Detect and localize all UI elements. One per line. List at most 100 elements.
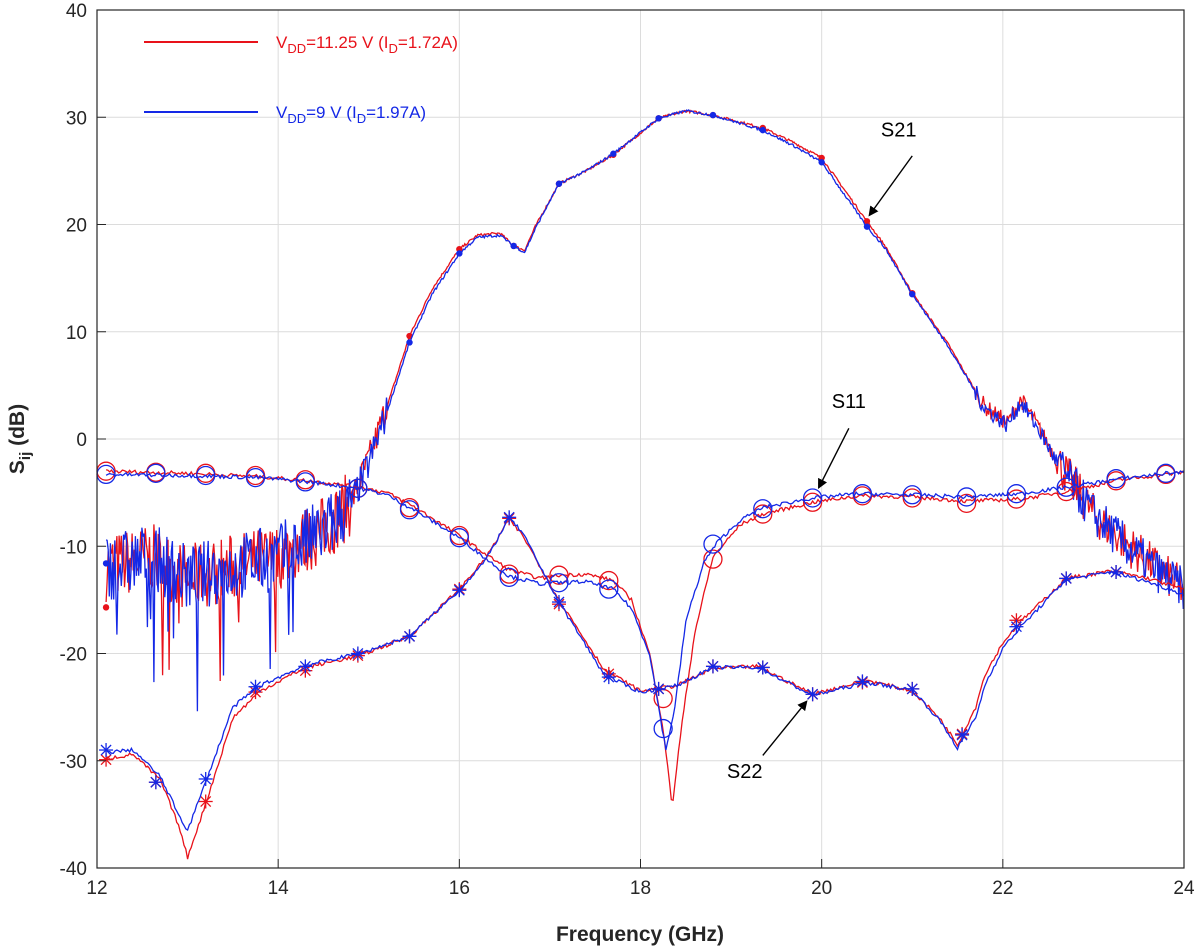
s21-marker — [456, 250, 463, 257]
star-stroke — [404, 630, 416, 642]
s11-marker — [549, 573, 569, 593]
star-stroke — [1110, 566, 1122, 578]
s11-marker — [802, 492, 823, 512]
s22-marker — [502, 510, 517, 525]
star-stroke — [1060, 572, 1072, 584]
s11-marker — [902, 485, 922, 505]
s11-marker — [1106, 469, 1126, 489]
s11-marker — [1156, 463, 1176, 483]
star-stroke — [503, 511, 515, 523]
s22-marker — [402, 629, 417, 644]
s11-marker — [802, 488, 823, 508]
legend-label-part: =9 V (I — [306, 103, 357, 122]
star-stroke — [553, 596, 565, 608]
star-stroke — [352, 648, 364, 659]
s22-marker — [955, 728, 970, 743]
star-stroke — [100, 744, 112, 756]
y-tick-label: -30 — [60, 752, 87, 773]
s11-marker — [196, 465, 216, 486]
s11-marker — [852, 484, 873, 504]
s11-marker — [1006, 484, 1027, 504]
s22-marker — [99, 743, 114, 758]
legend-label-part: D — [357, 111, 366, 126]
legend-label: VDD=11.25 V (ID=1.72A) — [276, 33, 458, 56]
legend-label-part: =11.25 V (I — [306, 33, 388, 52]
plot-area — [96, 109, 1185, 860]
s22-marker — [298, 659, 313, 674]
s22-marker — [601, 670, 616, 685]
annotation-arrow — [868, 155, 913, 217]
x-tick-label: 16 — [449, 878, 470, 899]
legend-label-part: DD — [287, 41, 306, 56]
y-tick-label: -20 — [60, 645, 87, 666]
s21-marker — [406, 339, 413, 346]
legend-label-part: V — [276, 103, 288, 122]
s21-marker — [655, 115, 662, 122]
s22-marker — [755, 660, 770, 675]
grid — [96, 9, 1185, 869]
s22-marker — [350, 646, 365, 661]
annotation-arrow — [818, 427, 850, 490]
series-line-s11 — [105, 469, 1185, 802]
s11-marker — [653, 718, 673, 739]
s22-marker — [148, 775, 163, 790]
x-tick-label: 12 — [86, 878, 107, 899]
x-tick-label: 24 — [1173, 878, 1195, 899]
s21-marker — [709, 111, 717, 119]
y-tick-label: 10 — [66, 323, 87, 344]
star-stroke — [250, 681, 262, 693]
s21-marker — [759, 126, 766, 134]
annotation-label-s21: S21 — [881, 120, 917, 142]
y-tick-label: 30 — [66, 108, 87, 129]
s11-marker — [245, 467, 266, 488]
s21-marker — [510, 242, 517, 250]
y-tick-label: 40 — [66, 1, 87, 22]
s22-marker — [805, 687, 820, 702]
legend-label: VDD=9 V (ID=1.97A) — [276, 103, 426, 126]
legend-label-part: =1.72A) — [398, 33, 458, 52]
x-tick-label: 22 — [992, 878, 1013, 899]
s11-marker — [146, 463, 166, 483]
annotation-label-s11: S11 — [832, 391, 866, 413]
s11-marker — [399, 500, 420, 520]
y-axis-label: Sij (dB) — [6, 404, 34, 474]
s22-marker — [551, 595, 566, 610]
y-tick-label: 0 — [76, 430, 87, 451]
y-tick-label: -40 — [60, 859, 87, 880]
x-axis-label: Frequency (GHz) — [556, 923, 724, 946]
s22-marker — [905, 681, 920, 696]
x-tick-label: 18 — [630, 878, 651, 899]
s22-marker — [705, 659, 720, 674]
s11-marker — [1056, 481, 1076, 502]
legend: VDD=11.25 V (ID=1.72A)VDD=9 V (ID=1.97A) — [144, 33, 458, 126]
s22-marker — [452, 583, 467, 598]
annotations: S21 S11 S22 — [727, 120, 917, 783]
star-stroke — [100, 754, 112, 766]
s21-marker — [909, 291, 916, 298]
tick-labels: 12 14 16 18 20 22 24 -40 -30 -20 -10 0 10 20 30 40 — [60, 1, 1195, 899]
s11-marker — [703, 549, 723, 569]
star-stroke — [856, 675, 868, 687]
series-line-s21 — [105, 109, 1184, 682]
y-axis-label-sub: ij — [17, 452, 34, 460]
star-stroke — [200, 796, 212, 808]
s22-marker — [198, 771, 213, 786]
star-stroke — [956, 729, 968, 741]
s11-marker — [956, 487, 977, 507]
star-stroke — [653, 683, 665, 695]
s11-marker — [348, 478, 368, 498]
y-tick-label: 20 — [66, 216, 87, 237]
series-line-s11 — [105, 470, 1185, 751]
s11-marker — [449, 528, 469, 548]
s11-marker — [703, 534, 723, 554]
s22-marker — [855, 674, 870, 689]
s11-marker — [753, 499, 773, 519]
legend-label-part: V — [276, 33, 288, 52]
star-stroke — [807, 688, 819, 700]
s21-marker — [863, 218, 871, 225]
star-stroke — [1010, 621, 1022, 633]
star-stroke — [299, 660, 311, 672]
series-line-s22 — [105, 515, 1185, 831]
s21-marker — [863, 223, 871, 230]
